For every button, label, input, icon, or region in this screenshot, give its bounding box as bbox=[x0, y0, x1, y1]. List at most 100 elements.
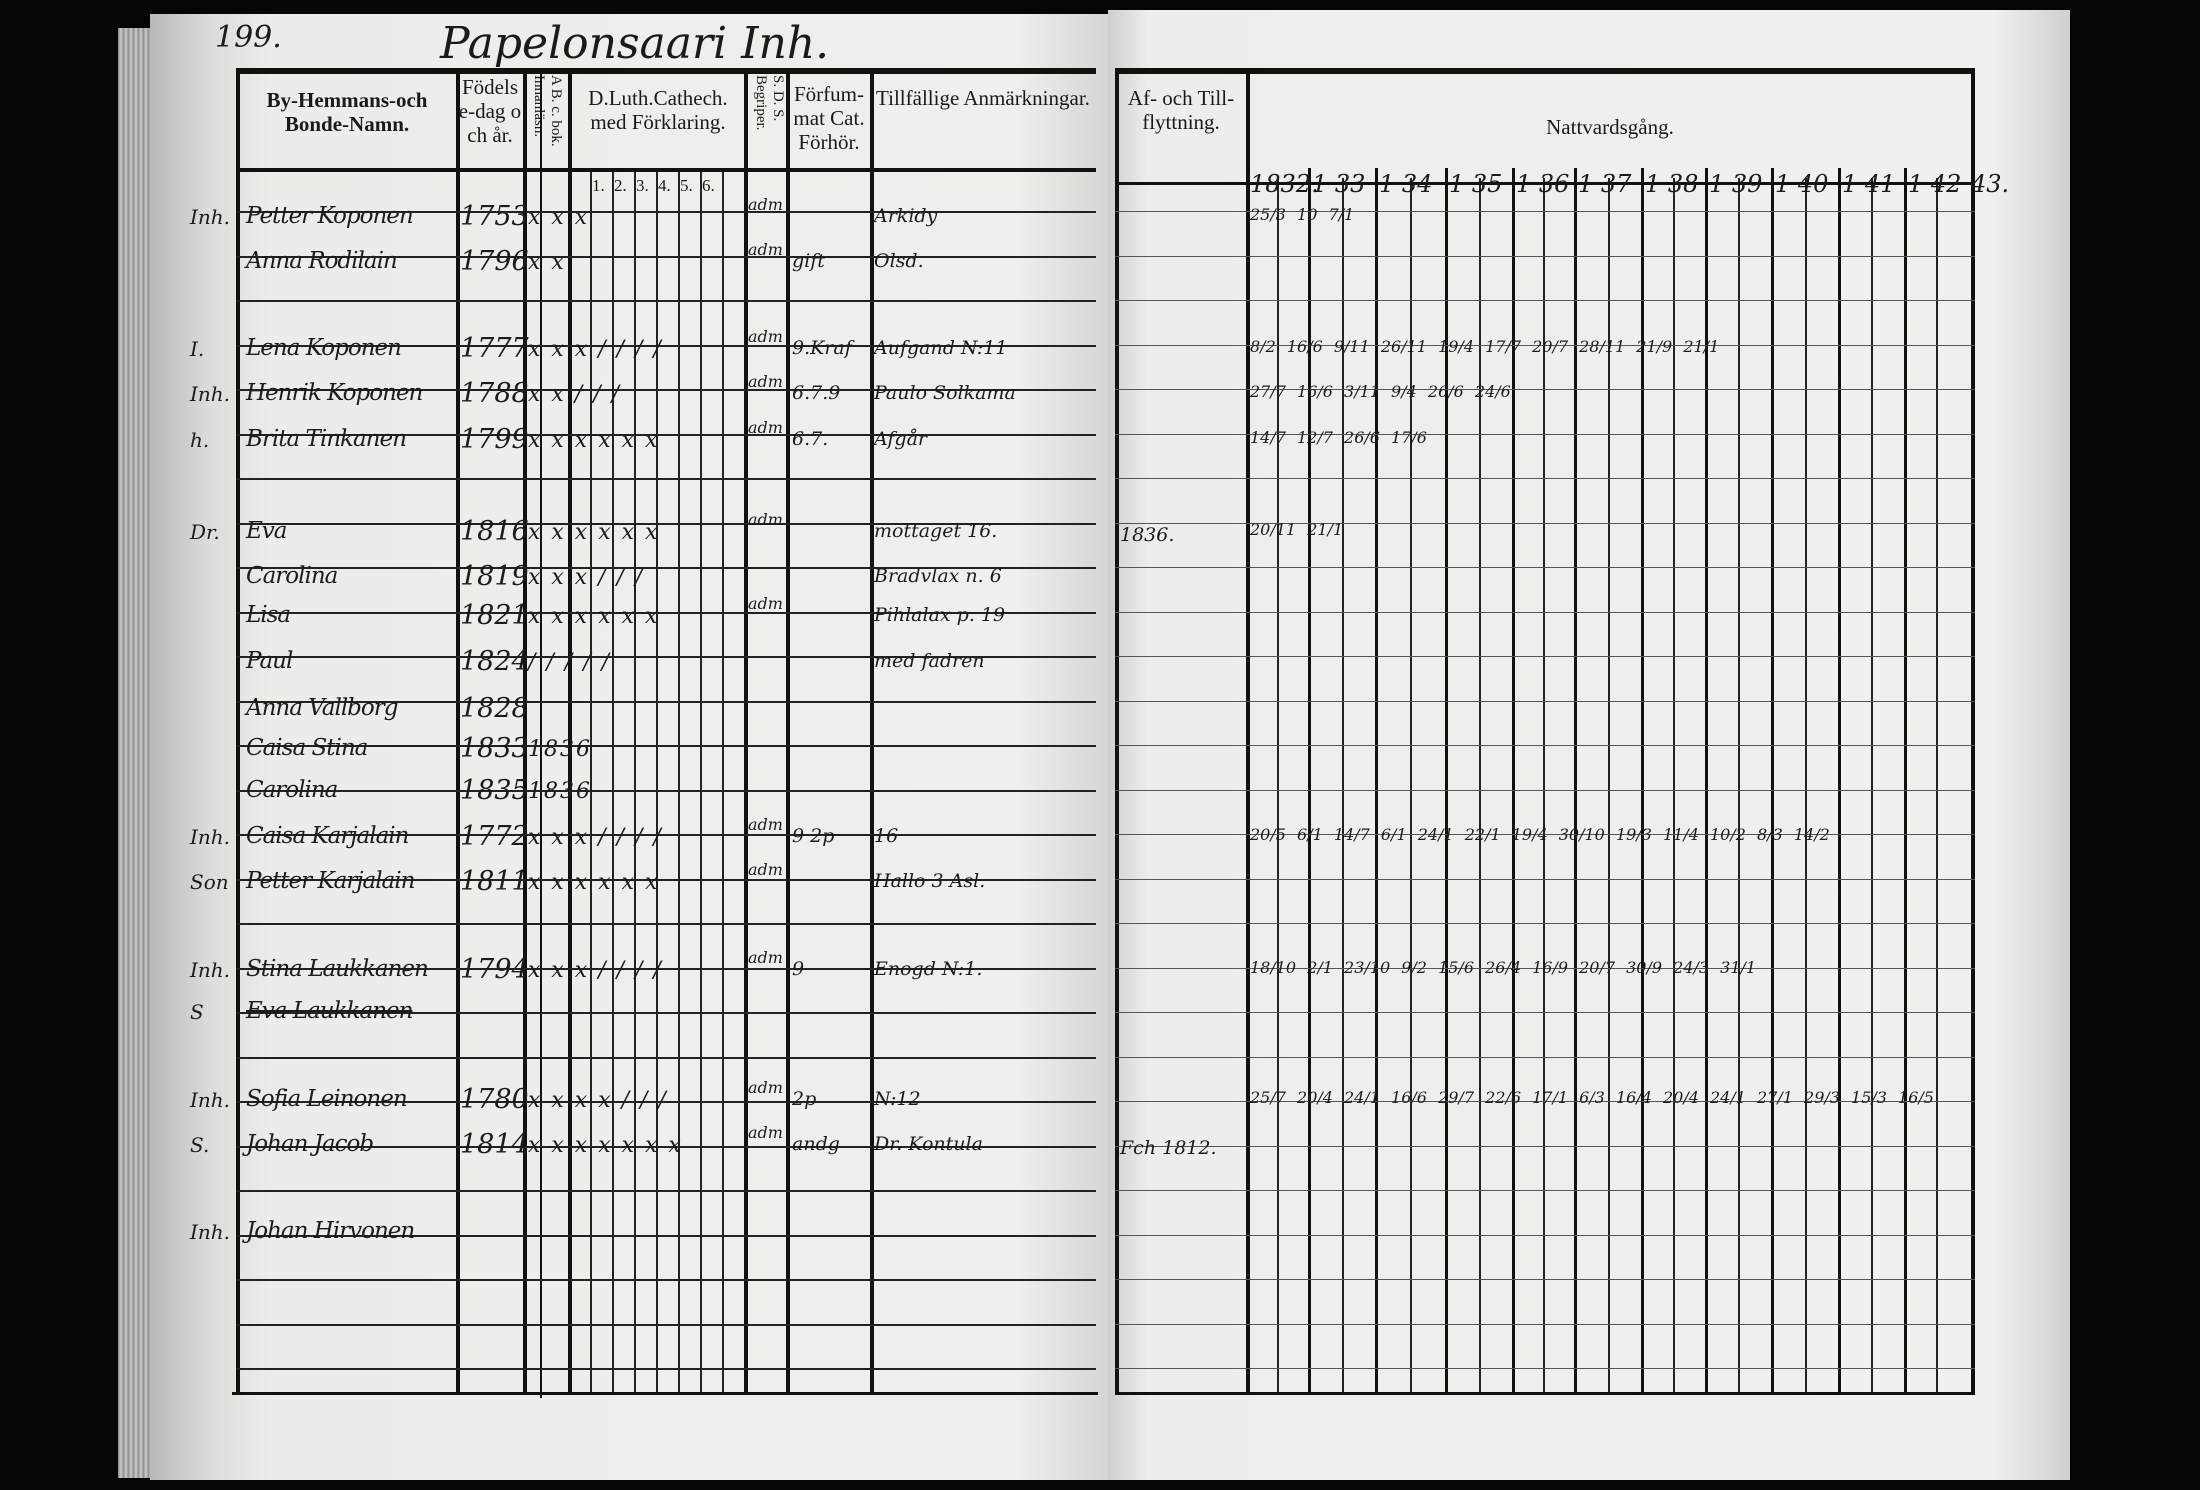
entry-birth-year: 1821 bbox=[460, 600, 529, 631]
entry-prefix: Inh. bbox=[190, 382, 231, 406]
entry-birth-year: 1796 bbox=[460, 246, 529, 277]
entry-name: Paul bbox=[246, 648, 293, 674]
row-rule bbox=[236, 433, 1096, 436]
row-rule bbox=[236, 1056, 1096, 1059]
entry-prefix: Inh. bbox=[190, 205, 231, 229]
entry-prefix: Son bbox=[190, 870, 229, 894]
half-year-rule bbox=[1804, 178, 1807, 1392]
row-rule bbox=[1115, 433, 1975, 435]
entry-birth-year: 1811 bbox=[460, 866, 529, 897]
entry-missed-hearing: 2p bbox=[792, 1088, 817, 1110]
row-rule bbox=[1115, 1368, 1975, 1369]
entry-communion-dates: 14/7 12/7 26/6 17/6 bbox=[1250, 428, 1427, 447]
entry-birth-year: 1835 bbox=[460, 775, 529, 806]
column-rule bbox=[568, 68, 572, 1392]
half-year-rule bbox=[1673, 178, 1675, 1392]
row-rule bbox=[236, 567, 1096, 569]
header-remarks: Tillfällige Anmärkningar. bbox=[876, 86, 1090, 110]
entry-missed-hearing: 6.7. bbox=[792, 428, 829, 450]
entry-catechism-marks: x x x / / / / bbox=[528, 337, 663, 362]
year-label: 1 33 bbox=[1312, 170, 1366, 198]
entry-name: Eva bbox=[246, 518, 287, 544]
subcolumn-rule bbox=[634, 168, 636, 1392]
entry-catechism-marks: x x x x x x bbox=[528, 428, 660, 453]
row-rule bbox=[236, 1368, 1096, 1370]
subcolumn-rule bbox=[722, 168, 724, 1392]
entry-birth-year: 1828 bbox=[460, 693, 529, 724]
column-rule bbox=[744, 68, 748, 1392]
year-label: 1832. bbox=[1250, 170, 1319, 198]
row-rule bbox=[1115, 834, 1975, 835]
entry-missed-hearing: andg bbox=[792, 1133, 840, 1155]
entry-remarks: Aufgand N:11 bbox=[874, 337, 1008, 359]
entry-birth-year: 1816 bbox=[460, 516, 529, 547]
year-rule bbox=[1904, 168, 1907, 1392]
entry-name: Caisa Karjalain bbox=[246, 823, 409, 849]
half-year-rule bbox=[1478, 178, 1481, 1392]
entry-name: Eva Laukkanen bbox=[246, 998, 413, 1024]
header-rule bbox=[236, 168, 1096, 172]
entry-remarks: Arkidy bbox=[874, 205, 938, 227]
page-title: Papelonsaari Inh. bbox=[440, 18, 830, 69]
row-rule bbox=[1115, 1323, 1975, 1325]
row-rule bbox=[1115, 1012, 1975, 1013]
entry-birth-year: 1777 bbox=[460, 333, 529, 364]
catechism-subcolumn-label: 1. bbox=[592, 176, 605, 195]
entry-catechism-marks: x x x x x x bbox=[528, 604, 660, 629]
entry-birth-year: 1794 bbox=[460, 954, 529, 985]
row-rule bbox=[236, 478, 1096, 480]
entry-prefix: Dr. bbox=[190, 520, 220, 544]
entry-sds: adm bbox=[748, 372, 783, 391]
half-year-rule bbox=[1738, 178, 1740, 1392]
row-rule bbox=[1115, 923, 1975, 924]
row-rule bbox=[1115, 1101, 1975, 1102]
entry-birth-year: 1833 bbox=[460, 733, 529, 764]
row-rule bbox=[1115, 1056, 1975, 1058]
row-rule bbox=[236, 1012, 1096, 1014]
row-rule bbox=[1115, 745, 1975, 746]
half-year-rule bbox=[1607, 178, 1610, 1392]
half-year-rule bbox=[1543, 178, 1545, 1392]
catechism-subcolumn-label: 5. bbox=[680, 176, 693, 195]
entry-catechism-marks: 1836 bbox=[528, 779, 592, 804]
entry-communion-dates: 20/11 21/1 bbox=[1250, 520, 1344, 539]
entry-name: Anna Rodilain bbox=[246, 248, 398, 274]
entry-prefix: Inh. bbox=[190, 825, 231, 849]
entry-name: Caisa Stina bbox=[246, 735, 368, 761]
year-rule bbox=[1705, 168, 1708, 1392]
catechism-subcolumn-label: 3. bbox=[636, 176, 649, 195]
row-rule bbox=[236, 745, 1096, 747]
entry-catechism-marks: x x x x x x x bbox=[528, 1133, 683, 1158]
half-year-rule bbox=[1871, 178, 1873, 1392]
entry-sds: adm bbox=[748, 1078, 783, 1097]
entry-missed-hearing: 9.Kraf bbox=[792, 337, 852, 359]
page-number: 199. bbox=[215, 20, 282, 55]
entry-prefix: I. bbox=[190, 337, 205, 361]
row-rule bbox=[236, 522, 1096, 525]
entry-communion-dates: 27/7 16/6 3/11 9/4 26/6 24/6 bbox=[1250, 382, 1511, 401]
row-rule bbox=[236, 656, 1096, 658]
column-rule bbox=[540, 74, 542, 1398]
year-label: 1 40 bbox=[1775, 170, 1829, 198]
entry-birth-year: 1819 bbox=[460, 561, 529, 592]
entry-remarks: Bradvlax n. 6 bbox=[874, 565, 1002, 587]
entry-sds: adm bbox=[748, 1123, 783, 1142]
row-rule bbox=[1115, 1234, 1975, 1236]
entry-sds: adm bbox=[748, 815, 783, 834]
year-rule bbox=[1641, 168, 1644, 1392]
row-rule bbox=[1115, 522, 1975, 524]
entry-sds: adm bbox=[748, 594, 783, 613]
entry-remarks: Paulo Solkama bbox=[874, 382, 1016, 404]
subcolumn-rule bbox=[590, 168, 592, 1392]
entry-catechism-marks: x x bbox=[528, 250, 566, 275]
entry-prefix: S. bbox=[190, 1133, 210, 1157]
year-label: 1 37 bbox=[1578, 170, 1632, 198]
year-rule bbox=[1445, 168, 1448, 1392]
row-rule bbox=[236, 211, 1096, 213]
year-label: 1 41 bbox=[1842, 170, 1896, 198]
row-rule bbox=[1115, 1145, 1975, 1147]
entry-prefix: Inh. bbox=[190, 1088, 231, 1112]
entry-prefix: Inh. bbox=[190, 1220, 231, 1244]
entry-move: 1836. bbox=[1120, 524, 1175, 546]
